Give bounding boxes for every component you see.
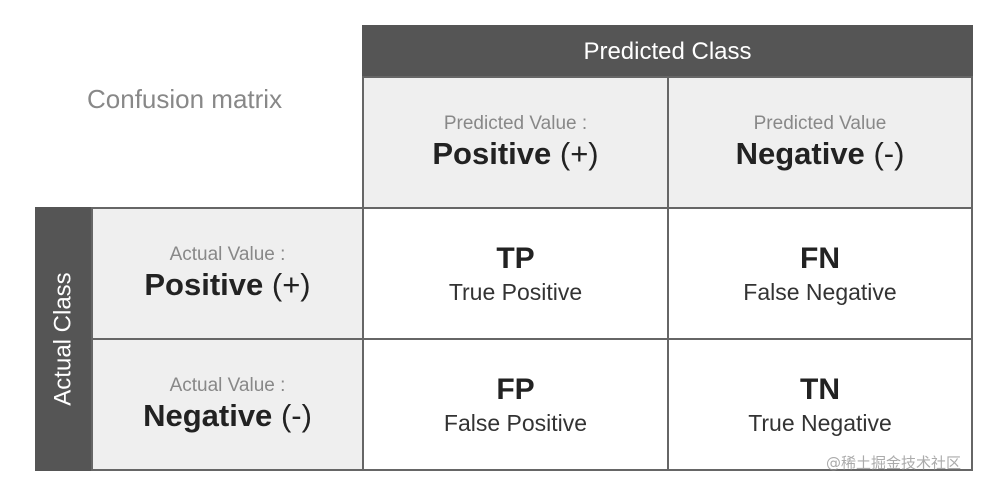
cell-abbr: TP bbox=[496, 241, 535, 275]
cell-false-positive: FP False Positive bbox=[362, 338, 669, 471]
cell-name: True Negative bbox=[748, 409, 892, 436]
row-header-positive: Actual Value : Positive (+) bbox=[91, 207, 364, 340]
actual-class-bar: Actual Class bbox=[35, 207, 93, 471]
cell-true-negative: TN True Negative bbox=[667, 338, 973, 471]
diagram-title: Confusion matrix bbox=[87, 84, 283, 114]
cell-name: False Positive bbox=[443, 409, 588, 436]
column-header-negative: Predicted Value Negative (-) bbox=[667, 76, 973, 209]
cell-name: True Positive bbox=[448, 278, 583, 305]
column-sign: (-) bbox=[873, 135, 905, 171]
column-header-positive: Predicted Value : Positive (+) bbox=[362, 76, 669, 209]
row-value: Positive bbox=[144, 266, 264, 302]
row-caption: Actual Value : bbox=[169, 243, 286, 265]
cell-false-negative: FN False Negative bbox=[667, 207, 973, 340]
column-sign: (+) bbox=[559, 135, 599, 171]
predicted-class-label: Predicted Class bbox=[583, 37, 752, 65]
row-sign: (-) bbox=[280, 397, 312, 433]
row-caption: Actual Value : bbox=[169, 374, 286, 396]
cell-abbr: FP bbox=[496, 372, 535, 406]
column-value: Negative bbox=[735, 135, 865, 171]
column-caption: Predicted Value bbox=[753, 112, 887, 134]
row-value: Negative bbox=[143, 397, 273, 433]
cell-abbr: TN bbox=[800, 372, 840, 406]
row-header-negative: Actual Value : Negative (-) bbox=[91, 338, 364, 471]
column-caption: Predicted Value : bbox=[443, 112, 588, 134]
column-value: Positive bbox=[432, 135, 552, 171]
row-sign: (+) bbox=[271, 266, 311, 302]
cell-abbr: FN bbox=[800, 241, 840, 275]
watermark: @稀土掘金技术社区 bbox=[826, 454, 962, 472]
cell-true-positive: TP True Positive bbox=[362, 207, 669, 340]
cell-name: False Negative bbox=[743, 278, 897, 305]
predicted-class-bar: Predicted Class bbox=[362, 25, 973, 78]
actual-class-label: Actual Class bbox=[50, 272, 78, 406]
